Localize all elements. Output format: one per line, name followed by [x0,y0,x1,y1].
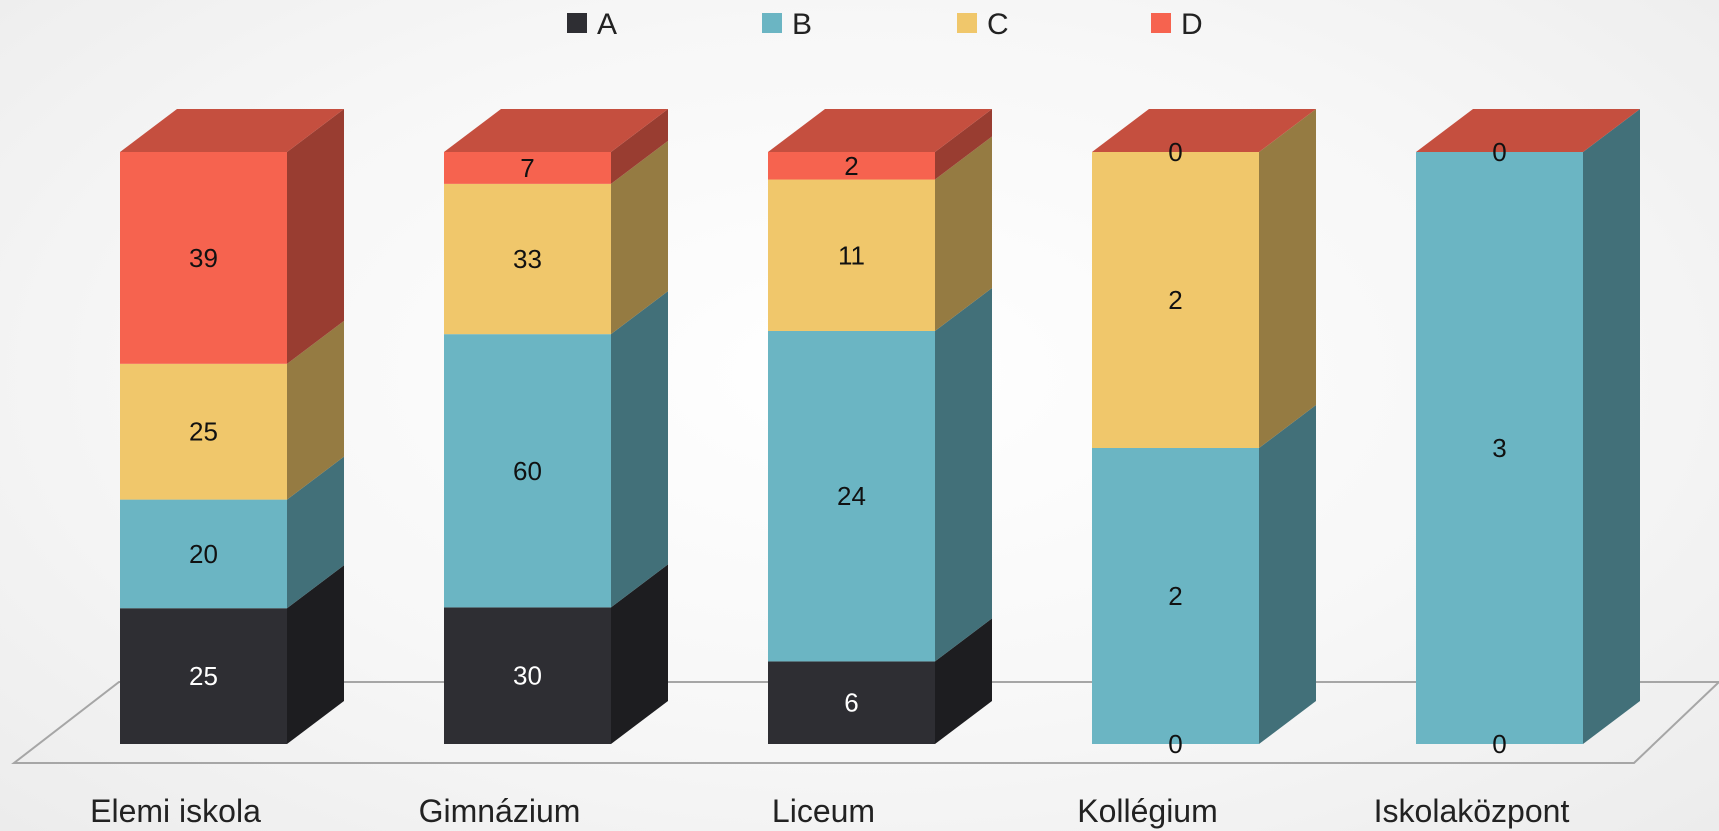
bar-kollegium [1092,109,1316,744]
legend-label: D [1181,8,1203,41]
legend-swatch [762,13,782,33]
bar-segment-side [287,456,344,609]
bar-segment-gimnazium-a [444,564,668,744]
bar-top-cap [1416,109,1640,152]
category-label-elemi-iskola: Elemi iskola [90,793,261,829]
bar-segment-side [935,618,992,744]
bar-top-cap [768,109,992,152]
chart-floor [11,681,1719,764]
bar-segment-side [287,565,344,744]
bar-segment-front [444,334,611,608]
bar-segment-side [287,109,344,364]
legend-swatch [957,13,977,33]
bar-top-cap [1092,109,1316,152]
bar-segment-elemi-iskola-c [120,320,344,500]
bar-segment-front [768,330,935,662]
bar-segment-side [1583,109,1640,744]
legend-item-d: D [1151,8,1203,41]
bar-segment-liceum-d [768,109,992,180]
data-label: 3 [1492,433,1506,463]
data-label: 0 [1168,137,1182,167]
bar-segment-side [611,564,668,744]
bar-top-cap [444,109,668,152]
data-label: 2 [844,151,858,181]
bar-top-cap [120,109,344,152]
legend-label: C [987,8,1009,41]
category-label-kollegium: Kollégium [1077,793,1218,829]
legend-swatch [1151,13,1171,33]
category-label-gimnazium: Gimnázium [419,793,581,829]
bar-segment-side [611,291,668,608]
data-label: 2 [1168,285,1182,315]
bar-segment-side [611,140,668,335]
data-label: 6 [844,688,858,718]
bar-segment-gimnazium-b [444,291,668,608]
legend: A B C D [567,8,1203,41]
bar-segment-side [1259,405,1316,744]
legend-item-a: A [567,8,617,41]
data-label: 0 [1492,729,1506,759]
bar-segment-gimnazium-d [444,109,668,184]
bar-segment-front [1416,152,1583,744]
legend-label: B [792,8,812,41]
bar-segment-front [120,499,287,609]
bar-segment-front [120,608,287,744]
category-labels: Elemi iskola Gimnázium Liceum Kollégium Isko… [90,793,1569,829]
bar-segment-elemi-iskola-d [120,109,344,364]
data-label: 0 [1168,729,1182,759]
bar-segment-front [768,661,935,744]
bar-gimnazium [444,109,668,744]
legend-label: A [597,8,617,41]
bar-liceum [768,109,992,744]
bar-segment-front [444,607,611,744]
bar-segment-liceum-c [768,136,992,331]
bar-segment-iskolakozpont-b [1416,109,1640,744]
bar-segment-kollegium-b [1092,405,1316,744]
bar-segment-side [935,136,992,331]
bar-segment-front [768,152,935,180]
data-label: 30 [513,661,542,691]
category-label-liceum: Liceum [772,793,875,829]
bar-segment-kollegium-c [1092,109,1316,448]
bar-segment-side [611,109,668,184]
data-label: 33 [513,244,542,274]
bar-segment-front [120,152,287,364]
bar-segment-front [1092,448,1259,744]
bar-segment-elemi-iskola-a [120,565,344,744]
bar-iskolakozpont [1416,109,1640,744]
category-label-iskolakozpont: Iskolaközpont [1374,793,1570,829]
data-label: 25 [189,661,218,691]
bar-segment-gimnazium-c [444,140,668,335]
bar-segment-front [444,183,611,335]
bar-segment-side [287,320,344,500]
data-label: 39 [189,243,218,273]
bar-segment-front [768,179,935,331]
data-label: 20 [189,539,218,569]
legend-swatch [567,13,587,33]
bar-segment-front [1092,152,1259,448]
legend-item-c: C [957,8,1009,41]
bar-segment-side [1259,109,1316,448]
bar-elemi-iskola [120,109,344,744]
data-label: 60 [513,456,542,486]
bar-segment-liceum-a [768,618,992,744]
data-label: 11 [838,240,865,270]
data-label: 24 [837,481,866,511]
bar-segment-front [444,152,611,184]
data-label: 2 [1168,581,1182,611]
data-label: 7 [520,153,534,183]
floor-plane [11,681,1719,764]
legend-item-b: B [762,8,812,41]
bar-segment-side [935,287,992,662]
bar-segment-elemi-iskola-b [120,456,344,609]
bar-segment-side [935,109,992,180]
bar-segment-front [120,363,287,500]
data-label: 25 [189,417,218,447]
bars [120,109,1640,744]
bar-segment-liceum-b [768,287,992,662]
data-label: 0 [1492,137,1506,167]
